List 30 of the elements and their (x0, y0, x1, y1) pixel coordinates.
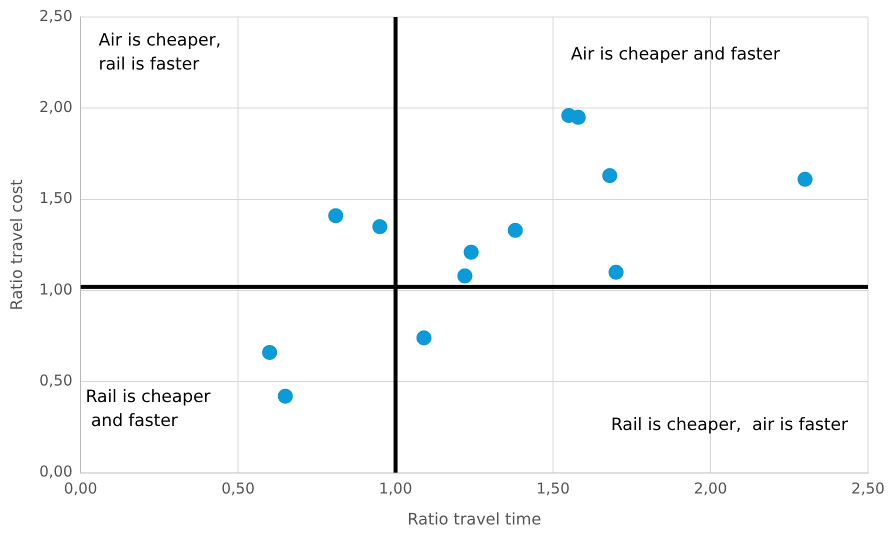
x-tick-label: 2,00 (694, 480, 728, 498)
y-tick-label: 2,00 (39, 98, 73, 116)
x-tick-label: 2,50 (851, 480, 885, 498)
x-tick-label: 1,00 (378, 480, 412, 498)
point (464, 244, 479, 260)
annotation: Rail is cheaper, air is faster (610, 415, 848, 436)
x-tick-label: 1,50 (536, 480, 570, 498)
point (328, 208, 344, 224)
y-tick-label: 0,50 (39, 372, 73, 390)
point (457, 268, 472, 284)
point (798, 172, 813, 187)
point (278, 388, 293, 404)
point (372, 219, 388, 234)
y-tick-label: 0,00 (39, 462, 73, 481)
point (508, 222, 523, 238)
x-axis-title: Ratio travel time (407, 510, 542, 529)
y-tick-label: 1,50 (39, 189, 73, 208)
y-axis-title: Ratio travel cost (6, 179, 26, 310)
point (608, 264, 624, 280)
point (416, 330, 432, 346)
point (602, 168, 618, 184)
annotation: Rail is cheaper and faster (86, 387, 211, 432)
x-tick-label: 0,50 (221, 480, 255, 498)
y-tick-label: 2,50 (39, 6, 73, 25)
y-tick-label: 1,00 (39, 280, 73, 298)
annotation: Air is cheaper, rail is faster (98, 30, 221, 74)
point (262, 344, 278, 360)
annotation: Air is cheaper and faster (570, 44, 780, 64)
point (570, 110, 586, 125)
x-tick-label: 0,00 (64, 480, 98, 498)
